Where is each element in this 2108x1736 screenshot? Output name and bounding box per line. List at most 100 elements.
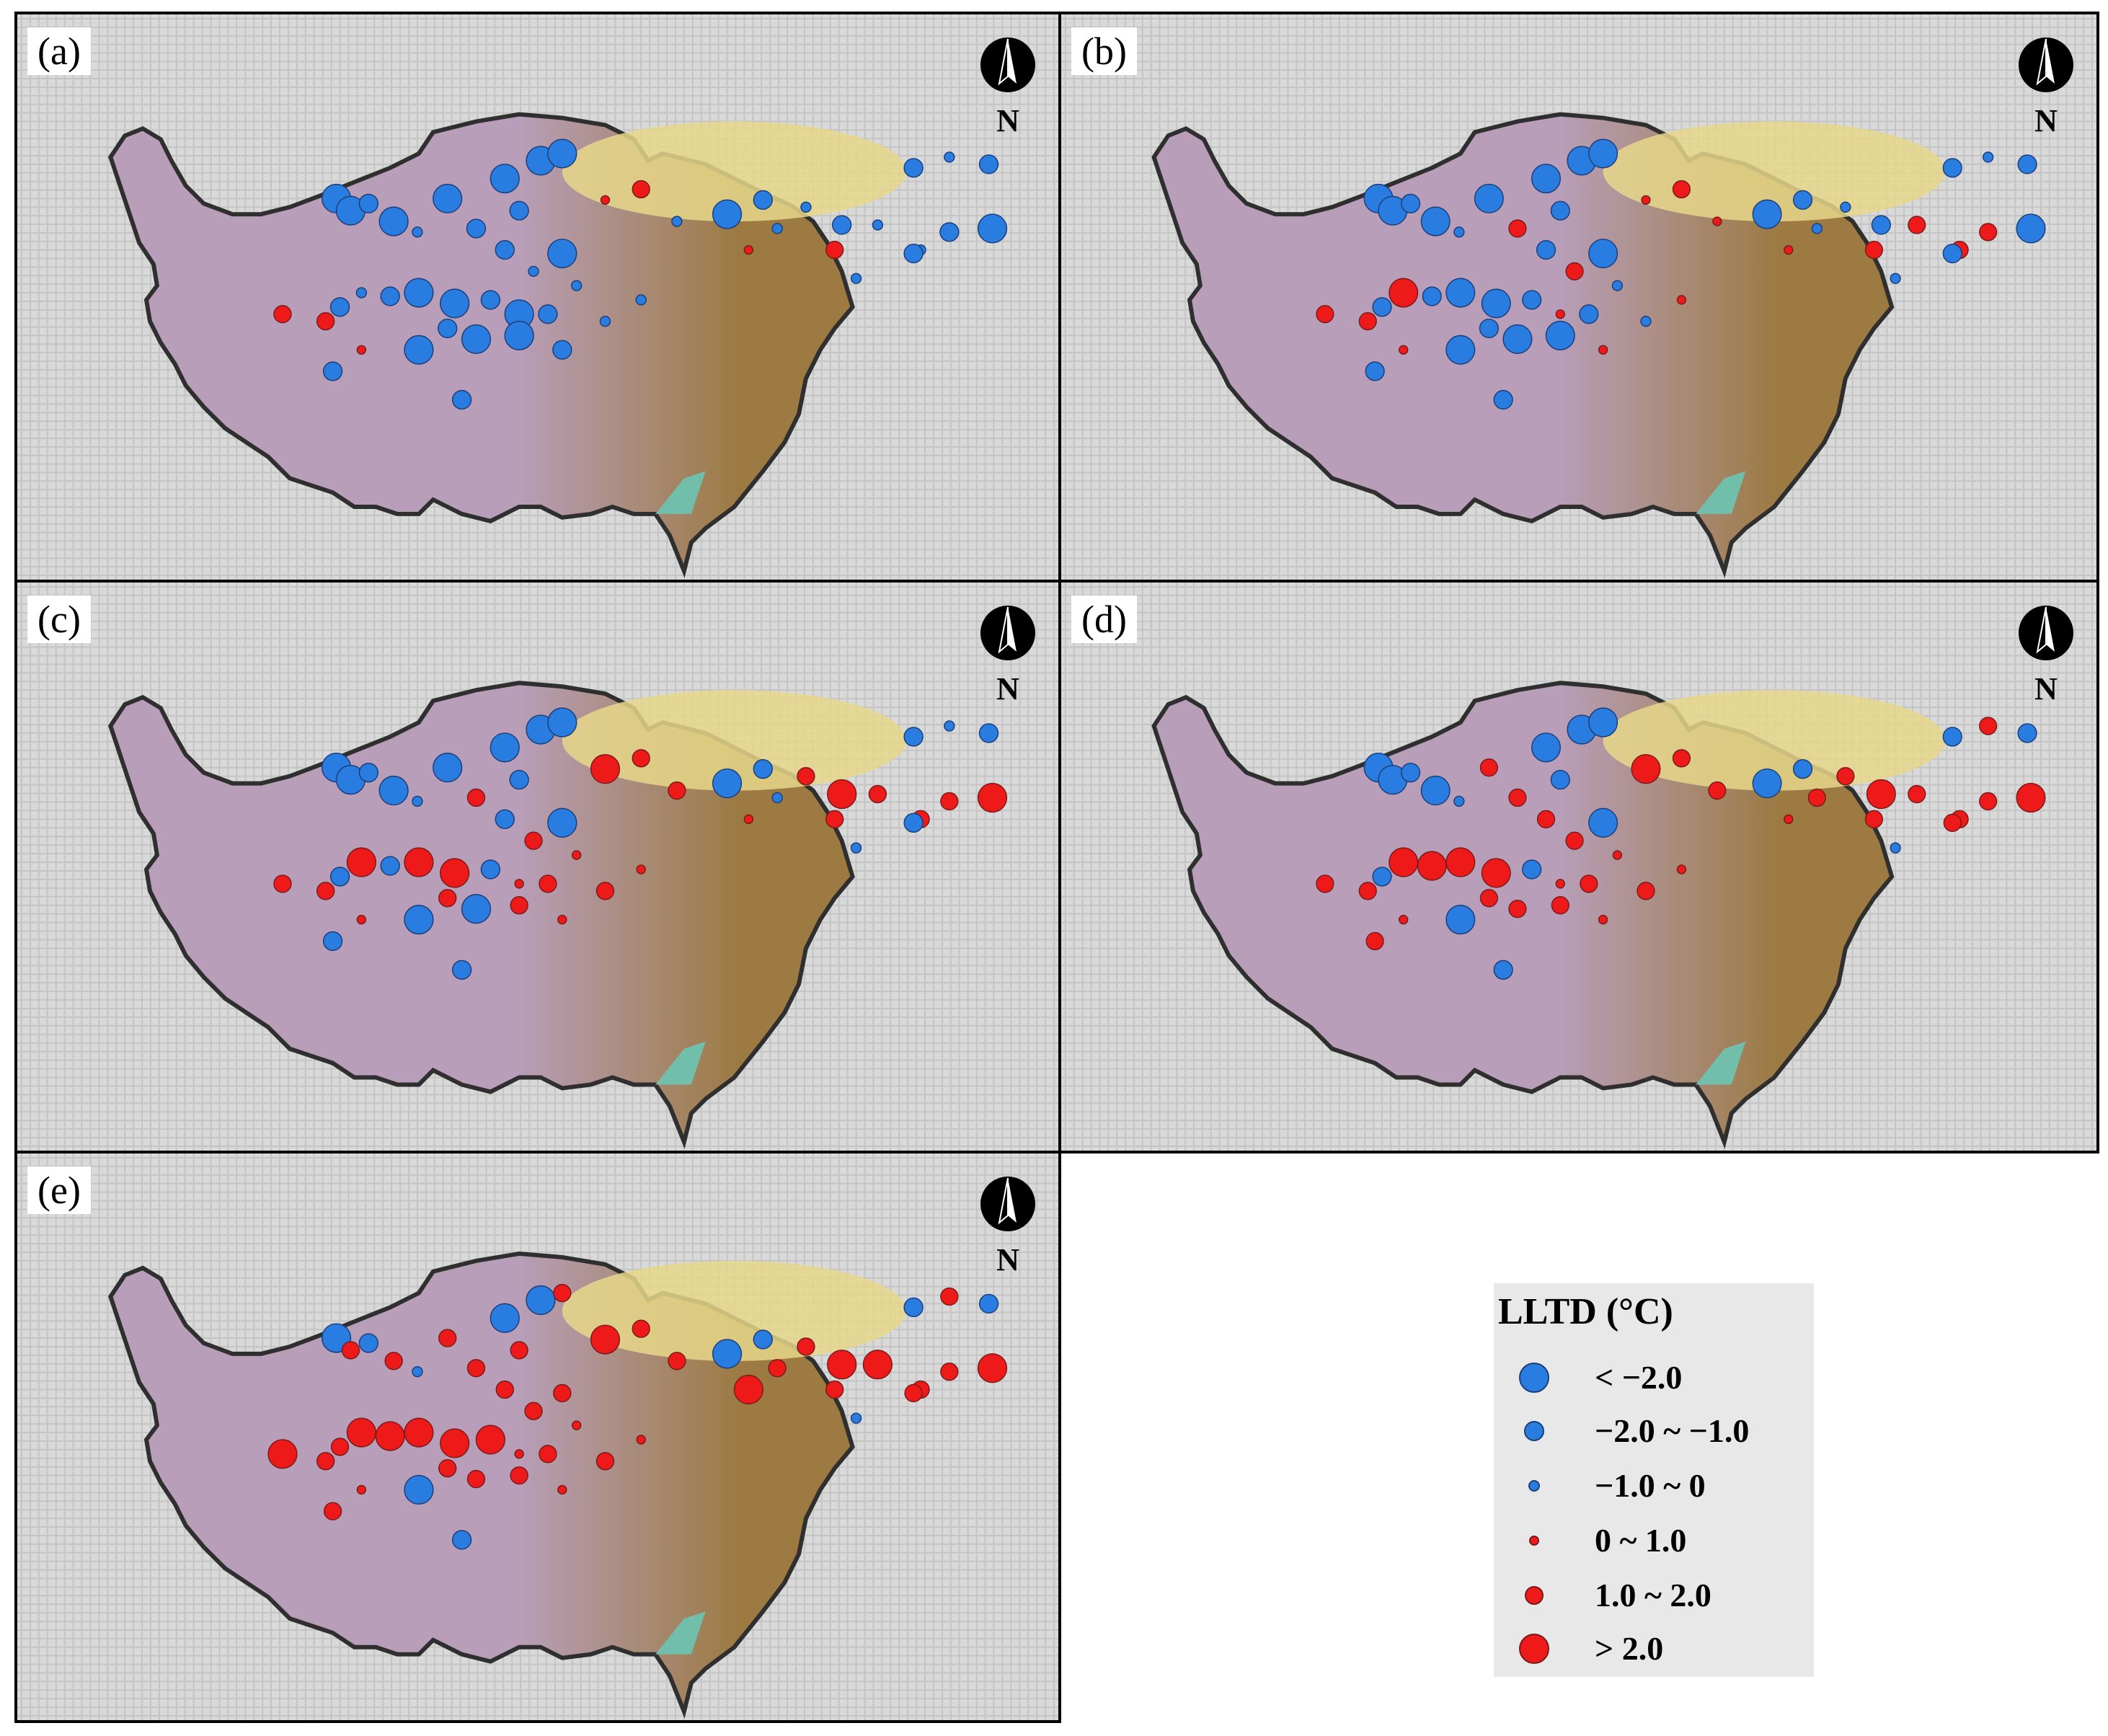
station-marker [571, 850, 582, 860]
station-marker [1942, 158, 1962, 178]
station-marker [1840, 201, 1851, 213]
north-arrow: N [2017, 32, 2075, 140]
station-marker [977, 782, 1008, 813]
station-marker [733, 1374, 764, 1405]
station-marker [1453, 795, 1465, 807]
station-marker [1536, 810, 1556, 829]
station-marker [509, 200, 529, 221]
station-marker [490, 732, 520, 763]
legend-label: < −2.0 [1595, 1359, 1683, 1396]
station-marker [1979, 717, 1998, 735]
station-marker [1358, 312, 1377, 331]
north-arrow-icon [980, 1177, 1035, 1231]
station-marker [797, 1337, 815, 1356]
station-marker [490, 1303, 520, 1333]
station-marker [1637, 882, 1655, 900]
station-marker [557, 1484, 567, 1495]
station-marker [831, 215, 852, 235]
station-marker [1565, 831, 1584, 850]
station-marker [590, 1324, 621, 1355]
lowland-valley [1696, 471, 1746, 514]
station-marker [590, 754, 621, 784]
legend-symbol [1529, 1536, 1539, 1546]
station-marker [1479, 758, 1498, 777]
station-marker [547, 239, 577, 269]
station-marker [358, 762, 378, 783]
station-marker [1550, 200, 1570, 221]
station-marker [490, 164, 520, 194]
legend-label: −1.0 ~ 0 [1595, 1467, 1706, 1504]
station-marker [1389, 847, 1419, 877]
station-marker [595, 1452, 615, 1471]
station-marker [433, 753, 463, 783]
station-marker [1508, 788, 1527, 807]
station-marker [346, 1417, 376, 1448]
station-marker [1522, 290, 1542, 310]
station-marker [1588, 807, 1618, 838]
station-marker [1365, 361, 1385, 381]
station-marker [1908, 216, 1926, 234]
station-marker [825, 810, 844, 829]
station-marker [632, 1319, 650, 1338]
station-marker [1672, 749, 1691, 768]
station-marker [495, 1380, 514, 1399]
station-marker [797, 766, 815, 786]
station-marker [571, 1420, 582, 1430]
station-marker [1372, 867, 1392, 887]
station-marker [547, 138, 577, 169]
lowland-valley [655, 1611, 706, 1655]
station-marker [570, 280, 583, 291]
station-marker [329, 297, 350, 317]
legend-title: LLTD (°C) [1498, 1291, 1673, 1332]
station-marker [753, 1329, 773, 1350]
north-label: N [996, 103, 1019, 138]
station-marker [1536, 240, 1556, 260]
plateau-map [17, 1153, 1058, 1720]
lowland-valley [655, 1041, 706, 1085]
legend-symbol [1525, 1586, 1544, 1605]
station-marker [1983, 151, 1994, 163]
station-marker [316, 1452, 335, 1471]
station-marker [355, 287, 368, 298]
station-marker [404, 847, 434, 877]
station-marker [356, 914, 367, 925]
station-marker [1598, 345, 1608, 355]
station-marker [404, 904, 434, 935]
station-marker [433, 183, 463, 213]
north-label: N [2034, 671, 2058, 707]
station-marker [1551, 896, 1569, 915]
station-marker [940, 792, 959, 811]
station-marker [1422, 286, 1442, 306]
station-marker [1316, 874, 1334, 893]
station-marker [1792, 190, 1813, 210]
station-marker [1531, 164, 1562, 194]
legend-item: 1.0 ~ 2.0 [1494, 1570, 1814, 1621]
station-marker [1807, 788, 1826, 807]
station-marker [378, 206, 409, 236]
station-marker [553, 1383, 572, 1403]
station-marker [1399, 345, 1409, 355]
station-marker [1389, 278, 1419, 308]
panel-label: (c) [27, 595, 91, 643]
station-marker [671, 216, 683, 227]
station-marker [1401, 762, 1421, 783]
station-marker [510, 1466, 528, 1485]
station-marker [1365, 931, 1384, 951]
station-marker [868, 784, 887, 804]
station-marker [1712, 216, 1722, 226]
north-label: N [2034, 103, 2058, 138]
station-marker [978, 1293, 999, 1314]
station-marker [380, 286, 400, 306]
north-arrow: N [979, 1171, 1037, 1279]
station-marker [1580, 874, 1598, 893]
station-marker [412, 795, 423, 807]
station-marker [827, 779, 857, 810]
station-marker [451, 1530, 472, 1550]
north-arrow-icon [2019, 606, 2073, 660]
station-marker [341, 1341, 360, 1360]
station-marker [1316, 305, 1334, 324]
station-marker [635, 294, 647, 306]
station-marker [1890, 842, 1901, 854]
station-marker [668, 781, 686, 800]
station-marker [557, 914, 567, 925]
